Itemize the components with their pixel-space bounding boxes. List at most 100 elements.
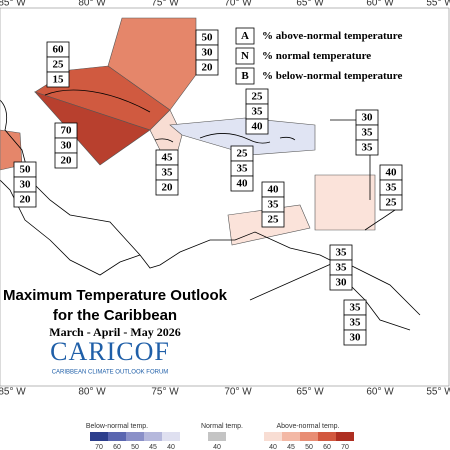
colorbar-cell — [300, 432, 318, 441]
outlook-above: 60 — [53, 44, 65, 56]
logo-name: CARICOF — [50, 337, 170, 366]
outlook-below: 35 — [362, 142, 374, 154]
outlook-above: 50 — [202, 32, 214, 44]
outlook-below: 25 — [268, 214, 280, 226]
longitude-label: 55° W — [426, 387, 450, 398]
title: Maximum Temperature Outlook — [3, 287, 228, 304]
longitude-label: 70° W — [224, 387, 252, 398]
outlook-normal: 35 — [362, 127, 374, 139]
longitude-label: 65° W — [296, 387, 324, 398]
key-text: % normal temperature — [262, 50, 371, 62]
outlook-cell — [379, 194, 403, 211]
outlook-normal: 35 — [237, 163, 249, 175]
colorbar-tick: 70 — [341, 444, 349, 450]
outlook-above: 25 — [252, 91, 264, 103]
colorbar-tick: 60 — [323, 444, 331, 450]
outlook-cell — [230, 175, 254, 192]
longitude-label: 80° W — [78, 0, 106, 9]
outlook-cell — [195, 59, 219, 76]
outlook-below: 25 — [386, 197, 398, 209]
outlook-normal: 35 — [386, 182, 398, 194]
key-text: % above-normal temperature — [262, 30, 402, 42]
legend-key — [232, 24, 447, 88]
longitude-label: 60° W — [366, 387, 394, 398]
colorbar-tick: 40 — [167, 444, 175, 450]
colorbar-label: Below-normal temp. — [86, 423, 148, 430]
colorbar-tick: 45 — [287, 444, 295, 450]
outlook-below: 30 — [336, 277, 348, 289]
outlook-normal: 35 — [268, 199, 280, 211]
key-background — [232, 24, 447, 88]
period: March - April - May 2026 — [49, 325, 180, 339]
colorbar-tick: 40 — [269, 444, 277, 450]
outlook-above: 25 — [237, 148, 249, 160]
key-text: % below-normal temperature — [262, 70, 402, 82]
longitude-label: 85° W — [0, 387, 26, 398]
colorbar-cell — [264, 432, 282, 441]
colorbar-label: Above-normal temp. — [276, 423, 339, 430]
map-frame — [0, 7, 450, 387]
colorbar-cell — [336, 432, 354, 441]
outlook-cell — [355, 139, 379, 156]
key-letter: A — [241, 30, 249, 42]
colorbar-cell — [208, 432, 226, 441]
colorbar-cell — [162, 432, 180, 441]
outlook-below: 20 — [202, 62, 214, 74]
colorbar-tick: 45 — [149, 444, 157, 450]
outlook-normal: 30 — [61, 140, 73, 152]
colorbar-tick: 70 — [95, 444, 103, 450]
outlook-cell — [54, 152, 78, 169]
outlook-normal: 35 — [336, 262, 348, 274]
outlook-cell — [343, 329, 367, 346]
outlook-cell — [13, 191, 37, 208]
longitude-label: 55° W — [426, 0, 450, 9]
outlook-above: 35 — [336, 247, 348, 259]
longitude-label: 80° W — [78, 387, 106, 398]
outlook-normal: 35 — [350, 317, 362, 329]
longitude-label: 75° W — [151, 0, 179, 9]
title-line2: for the Caribbean — [53, 307, 177, 324]
outlook-normal: 30 — [202, 47, 214, 59]
colorbar-label: Normal temp. — [201, 423, 243, 430]
outlook-above: 40 — [386, 167, 398, 179]
longitude-label: 85° W — [0, 0, 26, 9]
outlook-below: 20 — [61, 155, 73, 167]
colorbar-cell — [282, 432, 300, 441]
colorbar-cell — [90, 432, 108, 441]
outlook-above: 50 — [20, 164, 32, 176]
key-box — [235, 47, 255, 65]
outlook-cell — [155, 179, 179, 196]
outlook-below: 40 — [237, 178, 249, 190]
longitude-label: 70° W — [224, 0, 252, 9]
outlook-cell — [261, 211, 285, 228]
key-box — [235, 67, 255, 85]
longitude-label: 65° W — [296, 0, 324, 9]
longitude-label: 75° W — [151, 387, 179, 398]
longitude-label: 60° W — [366, 0, 394, 9]
colorbar-tick: 40 — [213, 444, 221, 450]
colorbar-cell — [144, 432, 162, 441]
colorbar-cell — [126, 432, 144, 441]
outlook-cell — [245, 118, 269, 135]
key-letter: B — [241, 70, 249, 82]
region-lesser-antilles — [314, 174, 376, 231]
outlook-cell — [46, 71, 70, 88]
outlook-below: 30 — [350, 332, 362, 344]
colorbar-cell — [318, 432, 336, 441]
outlook-normal: 35 — [252, 106, 264, 118]
logo-subtitle: CARIBBEAN CLIMATE OUTLOOK FORUM — [52, 370, 169, 376]
outlook-cell — [329, 274, 353, 291]
colorbar-tick: 60 — [113, 444, 121, 450]
outlook-normal: 25 — [53, 59, 65, 71]
outlook-below: 20 — [162, 182, 174, 194]
outlook-below: 15 — [53, 74, 65, 86]
outlook-above: 70 — [61, 125, 73, 137]
outlook-normal: 35 — [162, 167, 174, 179]
colorbar-tick: 50 — [131, 444, 139, 450]
outlook-above: 45 — [162, 152, 174, 164]
outlook-below: 40 — [252, 121, 264, 133]
outlook-normal: 30 — [20, 179, 32, 191]
key-box — [235, 27, 255, 45]
outlook-above: 40 — [268, 184, 280, 196]
